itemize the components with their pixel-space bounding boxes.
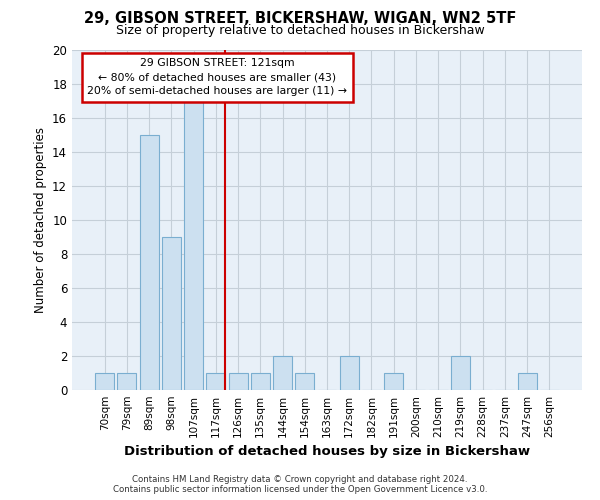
Bar [451, 356, 470, 390]
X-axis label: Distribution of detached houses by size in Bickershaw: Distribution of detached houses by size … [124, 446, 530, 458]
Bar [229, 373, 248, 390]
Bar [95, 373, 114, 390]
Bar [184, 101, 203, 390]
Bar [273, 356, 292, 390]
Bar [295, 373, 314, 390]
Text: 29 GIBSON STREET: 121sqm
← 80% of detached houses are smaller (43)
20% of semi-d: 29 GIBSON STREET: 121sqm ← 80% of detach… [88, 58, 347, 96]
Bar [340, 356, 359, 390]
Bar [384, 373, 403, 390]
Bar [251, 373, 270, 390]
Text: Contains HM Land Registry data © Crown copyright and database right 2024.
Contai: Contains HM Land Registry data © Crown c… [113, 474, 487, 494]
Bar [140, 135, 158, 390]
Bar [518, 373, 536, 390]
Bar [162, 237, 181, 390]
Y-axis label: Number of detached properties: Number of detached properties [34, 127, 47, 313]
Bar [118, 373, 136, 390]
Text: 29, GIBSON STREET, BICKERSHAW, WIGAN, WN2 5TF: 29, GIBSON STREET, BICKERSHAW, WIGAN, WN… [84, 11, 516, 26]
Bar [206, 373, 225, 390]
Text: Size of property relative to detached houses in Bickershaw: Size of property relative to detached ho… [116, 24, 484, 37]
